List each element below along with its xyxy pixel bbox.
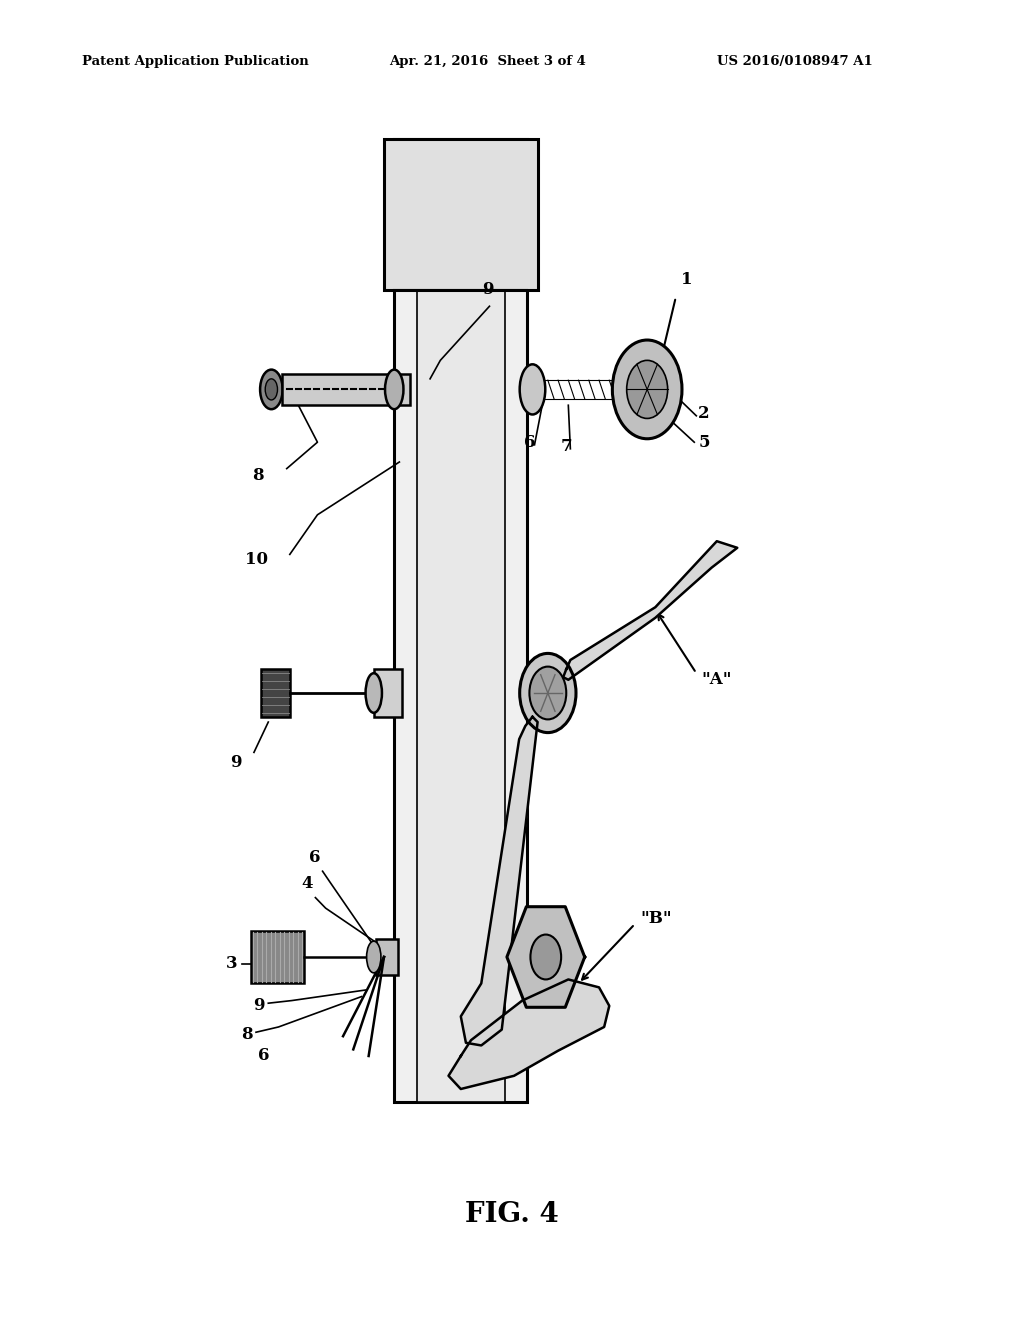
Text: 1: 1 <box>681 271 692 288</box>
Bar <box>376 939 398 975</box>
Ellipse shape <box>529 667 566 719</box>
Polygon shape <box>461 717 538 1045</box>
Text: 9: 9 <box>253 998 264 1014</box>
Bar <box>384 139 538 290</box>
Ellipse shape <box>265 379 278 400</box>
Ellipse shape <box>385 370 403 409</box>
Bar <box>374 669 402 717</box>
Bar <box>251 931 304 983</box>
Text: 4: 4 <box>302 875 313 892</box>
Ellipse shape <box>367 941 381 973</box>
Text: FIG. 4: FIG. 4 <box>465 1201 559 1228</box>
Polygon shape <box>563 541 737 680</box>
Text: 5: 5 <box>698 434 710 450</box>
Ellipse shape <box>520 364 545 414</box>
Text: 6: 6 <box>258 1048 270 1064</box>
Ellipse shape <box>260 370 283 409</box>
Bar <box>261 669 290 717</box>
Text: 7: 7 <box>560 438 572 455</box>
Polygon shape <box>449 979 609 1089</box>
Polygon shape <box>507 907 585 1007</box>
Bar <box>282 374 410 405</box>
Text: 8: 8 <box>242 1027 253 1043</box>
Ellipse shape <box>612 341 682 438</box>
Text: "A": "A" <box>701 672 732 688</box>
Text: US 2016/0108947 A1: US 2016/0108947 A1 <box>717 55 872 69</box>
Text: Apr. 21, 2016  Sheet 3 of 4: Apr. 21, 2016 Sheet 3 of 4 <box>389 55 586 69</box>
Text: "B": "B" <box>640 911 672 927</box>
Bar <box>417 139 505 1102</box>
Ellipse shape <box>520 653 575 733</box>
Text: 8: 8 <box>253 467 264 483</box>
Ellipse shape <box>627 360 668 418</box>
Text: 10: 10 <box>246 552 268 568</box>
Bar <box>394 139 527 1102</box>
Text: 6: 6 <box>309 849 321 866</box>
Text: 6: 6 <box>523 434 536 451</box>
Text: 3: 3 <box>226 956 238 972</box>
Ellipse shape <box>366 673 382 713</box>
Text: Patent Application Publication: Patent Application Publication <box>82 55 308 69</box>
Text: 2: 2 <box>698 405 710 421</box>
Text: 9: 9 <box>481 281 494 298</box>
Ellipse shape <box>530 935 561 979</box>
Text: 9: 9 <box>230 755 242 771</box>
